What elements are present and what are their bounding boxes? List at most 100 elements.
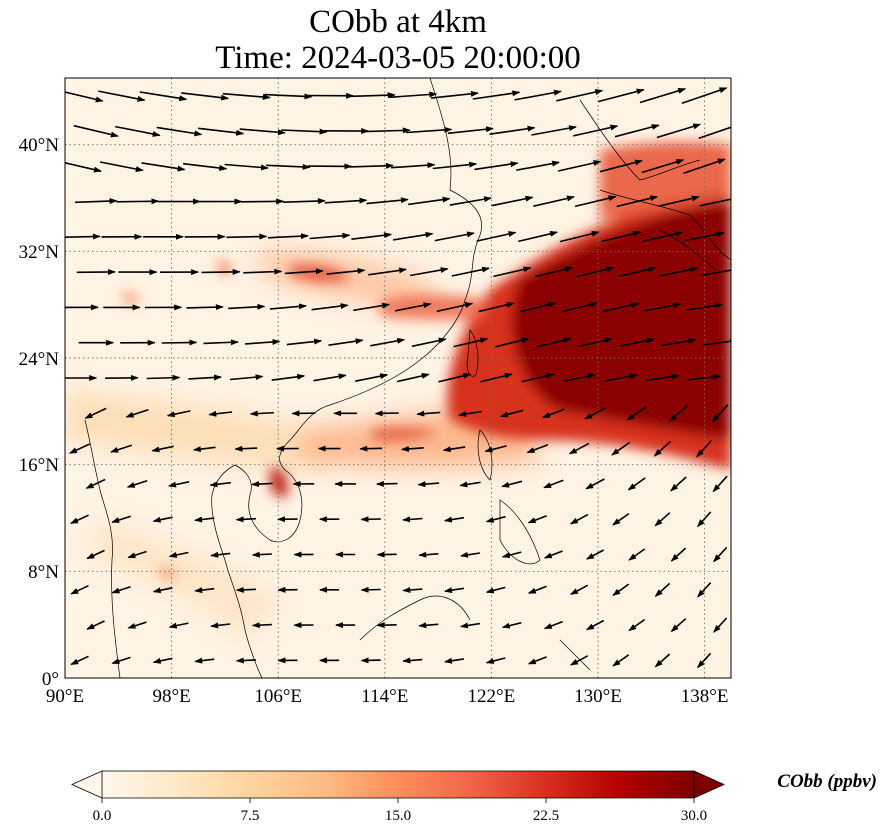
wind-arrow bbox=[74, 198, 118, 205]
wind-arrow bbox=[586, 549, 605, 560]
wind-arrow bbox=[499, 409, 524, 418]
wind-arrow bbox=[146, 374, 181, 381]
wind-arrow bbox=[417, 481, 440, 488]
wind-arrow bbox=[194, 516, 215, 523]
colorbar-tick: 30.0 bbox=[681, 808, 707, 824]
wind-arrow bbox=[251, 622, 272, 629]
wind-arrow bbox=[360, 586, 381, 593]
wind-arrow bbox=[181, 92, 230, 101]
map-title: CObb at 4km bbox=[309, 4, 487, 40]
wind-arrow bbox=[659, 266, 699, 277]
wind-arrow bbox=[430, 90, 479, 99]
wind-arrow bbox=[243, 268, 283, 275]
wind-arrow bbox=[402, 657, 423, 664]
wind-arrow bbox=[152, 587, 173, 594]
wind-arrow bbox=[501, 480, 523, 488]
wind-arrow bbox=[501, 551, 522, 559]
wind-arrow bbox=[166, 410, 191, 418]
wind-arrow bbox=[353, 302, 391, 312]
x-tick-label: 90°E bbox=[46, 686, 84, 707]
wind-arrow bbox=[235, 586, 256, 593]
wind-arrow bbox=[368, 267, 407, 276]
wind-arrow bbox=[411, 337, 447, 348]
wind-arrow bbox=[188, 374, 222, 381]
wind-arrow bbox=[161, 339, 198, 346]
wind-arrow bbox=[392, 231, 434, 241]
wind-arrow bbox=[485, 657, 506, 664]
wind-arrow bbox=[701, 269, 731, 277]
wind-arrow bbox=[251, 481, 273, 488]
wind-arrow bbox=[574, 195, 617, 208]
wind-arrow bbox=[375, 480, 398, 487]
wind-arrow bbox=[654, 653, 671, 668]
wind-arrow bbox=[201, 268, 241, 275]
wind-arrow bbox=[697, 652, 712, 669]
wind-arrow bbox=[696, 439, 713, 458]
wind-arrow bbox=[599, 159, 643, 173]
wind-arrow bbox=[111, 656, 131, 665]
wind-arrow bbox=[604, 373, 638, 382]
wind-arrow bbox=[614, 124, 660, 138]
wind-arrow bbox=[485, 586, 506, 594]
wind-arrow bbox=[186, 304, 224, 311]
x-tick-label: 130°E bbox=[574, 686, 622, 707]
wind-arrow bbox=[86, 620, 105, 630]
wind-arrow bbox=[402, 586, 423, 593]
wind-arrow bbox=[65, 161, 102, 173]
wind-arrow bbox=[518, 230, 559, 243]
wind-arrow bbox=[656, 123, 702, 139]
wind-arrow bbox=[400, 445, 424, 452]
wind-arrow bbox=[249, 410, 274, 417]
wind-arrow bbox=[370, 337, 406, 347]
wind-arrow bbox=[585, 478, 605, 490]
wind-arrow bbox=[328, 338, 364, 346]
wind-arrow bbox=[110, 444, 133, 453]
wind-arrow bbox=[458, 410, 482, 417]
colorbar-tick: 7.5 bbox=[241, 808, 260, 824]
wind-arrow bbox=[394, 302, 432, 312]
wind-arrow bbox=[239, 128, 286, 136]
wind-arrow bbox=[453, 337, 489, 348]
wind-arrow bbox=[418, 551, 439, 558]
wind-arrow bbox=[495, 337, 530, 348]
wind-arrow bbox=[192, 446, 216, 453]
wind-arrow bbox=[519, 301, 557, 313]
wind-arrow bbox=[619, 337, 655, 347]
x-tick-label: 106°E bbox=[254, 686, 302, 707]
x-tick-label: 138°E bbox=[681, 686, 729, 707]
x-tick-label: 122°E bbox=[468, 686, 516, 707]
wind-arrow bbox=[364, 127, 411, 134]
wind-arrow bbox=[639, 87, 687, 104]
wind-arrow bbox=[224, 163, 269, 171]
wind-arrow bbox=[396, 373, 430, 383]
wind-arrow bbox=[326, 267, 366, 275]
wind-arrow bbox=[266, 163, 311, 170]
wind-arrow bbox=[229, 374, 264, 381]
wind-arrow bbox=[563, 373, 597, 383]
wind-arrow bbox=[111, 515, 131, 523]
wind-arrow bbox=[670, 618, 687, 633]
wind-arrow bbox=[409, 267, 449, 277]
wind-arrow bbox=[210, 551, 231, 558]
wind-arrow bbox=[449, 196, 492, 206]
wind-arrow bbox=[542, 408, 565, 419]
wind-arrow bbox=[654, 582, 671, 597]
wind-arrow bbox=[228, 303, 266, 310]
wind-arrow bbox=[501, 621, 522, 629]
y-tick-label: 16°N bbox=[19, 455, 60, 476]
wind-arrow bbox=[489, 125, 536, 135]
colorbar-tick: 0.0 bbox=[93, 808, 112, 824]
wind-arrow bbox=[245, 338, 281, 345]
wind-arrow bbox=[127, 550, 147, 559]
wind-arrow bbox=[438, 372, 472, 383]
wind-arrow bbox=[535, 266, 574, 278]
wind-arrow bbox=[234, 445, 258, 452]
wind-arrow bbox=[116, 198, 160, 205]
wind-arrow bbox=[654, 512, 671, 527]
wind-arrow bbox=[194, 657, 215, 664]
wind-arrow bbox=[557, 160, 602, 172]
wind-arrow bbox=[460, 551, 481, 558]
wind-arrow bbox=[683, 158, 726, 175]
wind-arrow bbox=[241, 198, 285, 205]
